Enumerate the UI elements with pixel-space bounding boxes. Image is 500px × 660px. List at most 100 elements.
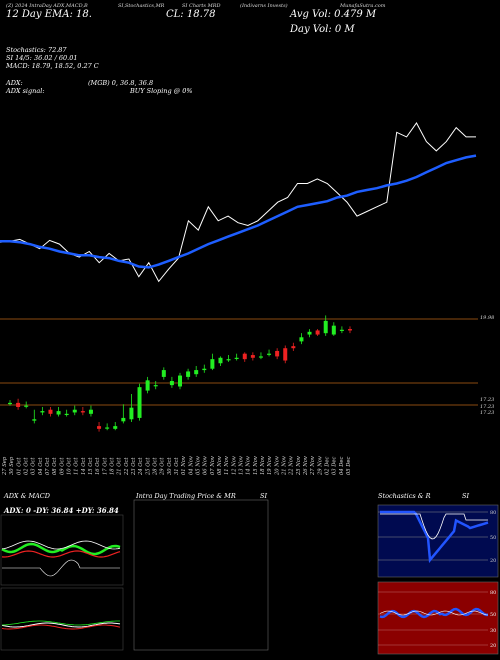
x-tick-label: 07 Nov (210, 456, 216, 475)
candle-body (169, 381, 174, 386)
x-tick-label: 06 Nov (203, 456, 209, 475)
candle-body (64, 413, 69, 416)
candle-body (210, 359, 215, 369)
x-tick-label: 25 Oct (145, 457, 151, 476)
candle-body (186, 371, 191, 377)
candle-body (234, 357, 239, 359)
stochastics-label: Stochastics: 72.87 (6, 46, 67, 54)
x-tick-label: 07 Oct (45, 457, 51, 475)
macd-line (1, 622, 121, 628)
x-tick-label: 24 Oct (138, 457, 144, 476)
x-tick-label: 25 Nov (296, 456, 302, 476)
header-line1-mid: SI Charts MRD (182, 3, 221, 9)
adx-line (1, 540, 121, 550)
candle-body (32, 419, 37, 421)
x-tick-label: 15 Oct (88, 457, 94, 475)
x-tick-label: 31 Oct (174, 457, 180, 475)
x-tick-label: 04 Dec (339, 457, 345, 475)
candle-body (40, 411, 45, 413)
x-tick-label: 14 Nov (246, 456, 252, 475)
candle-body (283, 348, 288, 361)
candle-body (16, 402, 21, 407)
price-label-upper: 19.98 (480, 315, 495, 321)
candle-body (315, 330, 320, 335)
candle-body (339, 329, 344, 331)
macd-panel (0, 587, 124, 651)
candle-body (24, 405, 29, 407)
price-label-lower2: 17.23 (480, 404, 495, 410)
si-label: SI 14/5: 36.02 / 60.01 (6, 54, 78, 62)
adx-values: (MGB) 0, 36.8, 36.8 (88, 79, 154, 87)
rsi-tick-label: 50 (490, 612, 496, 618)
x-tick-label: 16 Oct (95, 457, 101, 475)
x-tick-label: 04 Nov (188, 456, 194, 475)
buy-signal-label: BUY Sloping @ 0% (130, 87, 193, 95)
rsi-signal-line (379, 610, 489, 616)
header-line1-far: MunafaSutra.com (340, 3, 386, 9)
candle-body (307, 331, 312, 335)
adx-signal-label: ADX signal: (6, 87, 45, 95)
x-tick-label: 27 Sep (2, 456, 8, 476)
candle-body (88, 409, 93, 414)
stoch-d-line (380, 513, 488, 540)
adx-base-line (2, 559, 120, 577)
candle-body (153, 385, 158, 387)
x-tick-label: 02 Dec (325, 457, 331, 475)
candlestick-chart (0, 315, 478, 432)
x-tick-label: 03 Dec (332, 457, 338, 475)
x-tick-label: 14 Oct (81, 457, 87, 475)
macd-signal-line (1, 624, 121, 630)
rsi-tick-label: 20 (490, 643, 496, 649)
price-ema-chart (0, 122, 477, 283)
adx-plus-line (1, 542, 121, 556)
adx-panel-readout: ADX: 0 -DY: 36.84 +DY: 36.84 (4, 506, 119, 515)
stoch-k-line (380, 510, 489, 564)
candle-body (97, 426, 102, 429)
intraday-panel (133, 499, 269, 651)
candle-body (137, 387, 142, 418)
close-label: CL: 18.78 (166, 9, 216, 20)
x-tick-label: 21 Nov (282, 456, 288, 476)
x-tick-label: 23 Oct (131, 457, 137, 476)
x-tick-label: 30 Sep (9, 456, 15, 475)
header-line1-right: (Indivarns Invests) (240, 3, 288, 9)
stoch-tick-label: 20 (490, 558, 496, 564)
indicator-panels: 80 50 20 80 50 30 20 (0, 499, 499, 655)
x-tick-label: 05 Nov (196, 456, 202, 475)
x-tick-label: 03 Oct (31, 457, 37, 475)
x-tick-label: 08 Oct (52, 457, 58, 475)
x-tick-label: 01 Nov (181, 456, 187, 475)
x-tick-label: 22 Oct (124, 457, 130, 476)
candle-body (113, 426, 118, 429)
header-line1-left: (Z) 2024 IntraDay ADX,MACD,B (6, 3, 88, 9)
x-tick-label: 09 Oct (59, 457, 65, 475)
x-tick-label: 01 Oct (16, 457, 22, 475)
candle-body (145, 380, 150, 391)
candle-body (258, 356, 263, 358)
x-tick-label: 10 Oct (67, 457, 73, 475)
ema-line (0, 154, 477, 269)
candle-body (218, 357, 223, 364)
candle-body (202, 368, 207, 371)
x-tick-label: 17 Oct (102, 457, 108, 475)
candle-body (178, 375, 182, 387)
candle-body (80, 411, 85, 413)
si-title: SI (260, 492, 268, 500)
x-tick-label: 28 Oct (153, 457, 159, 476)
macd-label: MACD: 18.79, 18.52, 0.27 C (6, 62, 99, 70)
candle-body (72, 409, 77, 413)
price-label-lower1: 17.23 (480, 397, 495, 403)
candle-body (226, 359, 231, 361)
x-tick-label: 15 Nov (253, 456, 259, 475)
adx-minus-line (1, 550, 121, 558)
candle-body (331, 325, 336, 335)
rsi-panel (377, 581, 499, 655)
x-tick-label: 11 Oct (74, 457, 80, 475)
ema-label: 12 Day EMA: 18. (6, 9, 92, 20)
stoch-si-title: SI (462, 492, 470, 500)
stoch-tick-label: 50 (490, 535, 496, 541)
candle-body (105, 427, 110, 429)
candle-body (56, 411, 61, 415)
candle-body (121, 417, 126, 422)
candle-body (275, 350, 280, 357)
